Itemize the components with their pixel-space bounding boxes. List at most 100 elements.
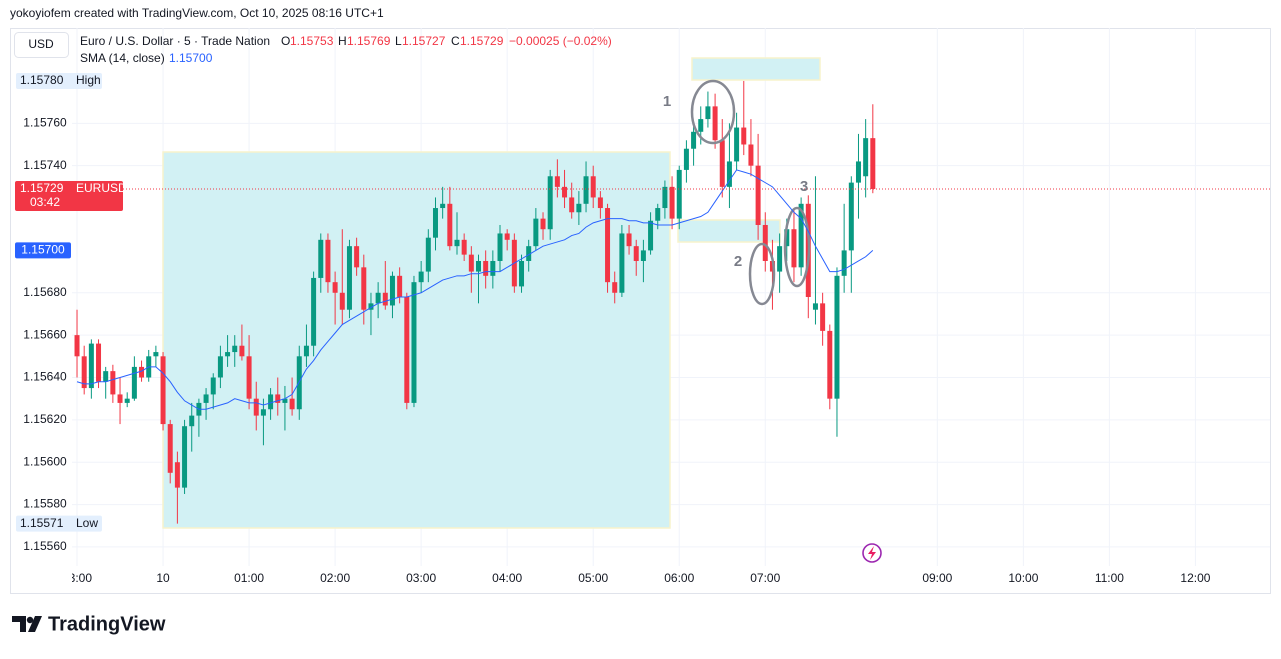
candle-body xyxy=(217,356,223,378)
last-price-symbol: EURUSD xyxy=(76,181,127,195)
x-tick-label: 23:00 xyxy=(62,571,92,585)
currency-box[interactable] xyxy=(14,32,69,58)
candle-body xyxy=(777,246,783,272)
event-bolt xyxy=(868,546,876,560)
candle-body xyxy=(554,176,560,187)
symbol-title: Euro / U.S. Dollar · 5 · Trade Nation xyxy=(80,34,270,48)
candle-body xyxy=(153,352,159,357)
overlays xyxy=(690,79,882,563)
candle-body xyxy=(791,229,797,268)
candle-body xyxy=(648,220,654,251)
x-tick-label: 04:00 xyxy=(492,571,522,585)
candle-body xyxy=(841,250,847,276)
annotation-number: 1 xyxy=(663,93,671,110)
footer-logo[interactable]: TradingView xyxy=(12,613,166,635)
candle-body xyxy=(361,267,367,310)
logo-mark xyxy=(28,616,42,632)
candle-body xyxy=(339,292,345,310)
candle-body xyxy=(705,106,711,120)
candle-body xyxy=(812,303,818,310)
last-price-value: 1.15729 xyxy=(20,181,64,195)
candle-body xyxy=(562,186,568,198)
x-tick-label: 11:00 xyxy=(1095,571,1124,585)
candle-body xyxy=(425,237,431,272)
candle-body xyxy=(662,186,668,209)
candle-body xyxy=(590,176,596,198)
annotation-number: 3 xyxy=(800,178,808,195)
candle-body xyxy=(332,282,338,293)
candle-body xyxy=(827,330,833,399)
drawings xyxy=(162,57,821,529)
candle-body xyxy=(354,246,360,268)
candle-body xyxy=(346,246,352,310)
candle-body xyxy=(81,356,87,389)
ohlc-key: H xyxy=(338,34,347,48)
candle-body xyxy=(260,409,266,416)
candle-body xyxy=(440,203,446,209)
candle-body xyxy=(411,282,417,403)
x-axis-labels: 23:00 10 01:00 02:00 03:00 04:00 05:00 06:00 07:… xyxy=(62,571,1211,585)
chart-frame xyxy=(10,28,1271,594)
candle-body xyxy=(418,271,424,283)
candle-body xyxy=(719,140,725,187)
candle-body xyxy=(232,345,238,353)
highlight-ellipse xyxy=(783,206,811,288)
x-tick-label: 05:00 xyxy=(578,571,608,585)
candle-body xyxy=(389,275,395,306)
y-tick-label: 1.15580 xyxy=(23,497,67,511)
y-tick-label: 1.15760 xyxy=(23,115,67,129)
candle-body xyxy=(325,239,331,283)
candle-body xyxy=(726,161,732,187)
candle-body xyxy=(103,371,109,382)
candle-body xyxy=(253,398,259,416)
candle-body xyxy=(160,356,166,425)
x-tick-label: 09:00 xyxy=(922,571,952,585)
candle-body xyxy=(74,335,80,357)
candle-body xyxy=(848,182,854,251)
candle-body xyxy=(698,119,704,132)
sma-value-box xyxy=(15,242,71,259)
ohlc-change: −0.00025 (−0.02%) xyxy=(509,34,612,48)
x-tick-label: 03:00 xyxy=(406,571,436,585)
candle-body xyxy=(454,239,460,247)
candle-body xyxy=(547,176,553,230)
candle-body xyxy=(461,239,467,255)
y-tick-label: 1.15680 xyxy=(23,285,67,299)
candle-body xyxy=(605,208,611,283)
caption: yokoyiofem created with TradingView.com,… xyxy=(10,6,384,20)
y-tick-label: 1.15640 xyxy=(23,370,67,384)
candle-body xyxy=(683,148,689,170)
candle-body xyxy=(583,176,589,204)
candle-body xyxy=(519,260,525,287)
candle-body xyxy=(748,144,754,166)
candle-body xyxy=(96,343,102,382)
candle-body xyxy=(633,246,639,261)
highlight-ellipse xyxy=(690,79,736,145)
x-tick-label: 07:00 xyxy=(750,571,780,585)
candle-body xyxy=(404,297,410,403)
logo-mark xyxy=(12,616,26,632)
candle-body xyxy=(834,275,840,399)
ohlc-key: O xyxy=(281,34,290,48)
candle-body xyxy=(318,239,324,278)
x-tick-label: 12:00 xyxy=(1180,571,1210,585)
candle-body xyxy=(640,250,646,261)
candle-body xyxy=(239,345,245,357)
candle-body xyxy=(296,356,302,410)
candle-body xyxy=(569,197,575,213)
candle-body xyxy=(870,138,876,189)
highlight-ellipse xyxy=(748,242,776,306)
candle-body xyxy=(798,203,804,268)
low-marker-value: 1.15571 xyxy=(20,516,64,530)
candle-body xyxy=(303,345,309,357)
candle-body xyxy=(110,371,116,395)
y-tick-label: 1.15560 xyxy=(23,539,67,553)
candle-body xyxy=(468,254,474,272)
indicator-name: SMA (14, close) xyxy=(80,51,165,65)
candle-body xyxy=(784,229,790,247)
grid-layer xyxy=(72,28,1270,566)
x-tick-label: 10:00 xyxy=(1008,571,1038,585)
x-tick-label: 06:00 xyxy=(664,571,694,585)
candle-body xyxy=(182,426,188,488)
